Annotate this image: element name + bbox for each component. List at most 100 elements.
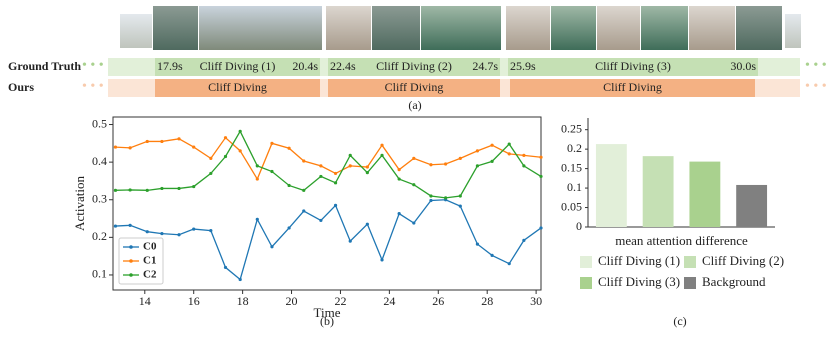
x-tick-label: 16 [188, 294, 200, 308]
caption: (c) [673, 314, 686, 328]
y-tick-label: 0.2 [92, 229, 107, 243]
point [475, 149, 480, 153]
dots: • • • [805, 58, 827, 73]
point [380, 143, 384, 147]
point [490, 143, 494, 147]
legend-marker [129, 245, 133, 249]
segment-label: Cliff Diving [208, 80, 267, 94]
x-tick-label: 28 [481, 294, 493, 308]
y-tick-label: 0.1 [92, 267, 107, 281]
point [380, 258, 384, 262]
row-label: Ours [8, 80, 34, 94]
segment-start: 22.4s [330, 59, 356, 73]
y-tick-label: 0.15 [561, 160, 582, 174]
point [128, 223, 132, 227]
point [429, 198, 433, 203]
point [113, 224, 118, 228]
legend-swatch [580, 277, 592, 289]
segment-label: Cliff Diving (1) [200, 59, 276, 73]
x-tick-label: 30 [530, 294, 542, 308]
point [458, 156, 462, 160]
point [348, 164, 352, 168]
y-tick-label: 0.05 [561, 199, 582, 213]
x-tick-label: 14 [139, 294, 151, 308]
legend-label: Cliff Diving (2) [702, 253, 784, 268]
point [238, 277, 242, 282]
point [177, 137, 181, 141]
legend-label: Cliff Diving (1) [598, 253, 680, 268]
segment-label: Cliff Diving [385, 80, 444, 94]
point [348, 153, 352, 157]
segment-start: 17.9s [157, 59, 183, 73]
point [238, 149, 242, 153]
y-tick-label: 0 [576, 219, 582, 233]
point [429, 163, 433, 167]
point [160, 186, 164, 191]
point [223, 154, 228, 159]
point [458, 194, 462, 198]
point [522, 238, 526, 242]
point [255, 217, 259, 221]
caption: (a) [408, 98, 421, 112]
x-tick-label: 18 [237, 294, 249, 308]
point [270, 169, 274, 174]
x-tick-label: 20 [286, 294, 298, 308]
legend-label: C0 [143, 241, 157, 253]
series-line [115, 136, 542, 181]
point [270, 245, 274, 249]
point [223, 265, 228, 270]
gt-segment [155, 58, 320, 76]
point [319, 174, 323, 179]
legend-box [118, 237, 164, 285]
point [444, 162, 448, 166]
point [113, 188, 118, 192]
point [302, 209, 306, 213]
point [397, 168, 401, 172]
x-tick-label: 26 [432, 294, 444, 308]
point [507, 262, 511, 266]
point [507, 152, 511, 156]
point [192, 184, 196, 189]
point [209, 156, 213, 160]
dots: • • • [805, 79, 827, 94]
legend-swatch [580, 256, 592, 268]
bar [642, 156, 674, 227]
point [302, 159, 306, 163]
point [192, 227, 196, 231]
gt-segment [328, 58, 500, 76]
x-tick-label: 24 [383, 294, 395, 308]
point [490, 159, 494, 163]
point [365, 222, 369, 226]
bar [595, 144, 627, 227]
point [145, 230, 149, 234]
dots: • • • [82, 79, 104, 94]
segment-end: 30.0s [730, 59, 756, 73]
legend-label: C2 [143, 269, 157, 281]
bar [689, 161, 721, 227]
point [333, 171, 338, 176]
point [412, 156, 416, 160]
point [412, 221, 416, 225]
point [380, 153, 384, 157]
legend-marker [129, 273, 133, 277]
point [302, 188, 306, 192]
point [412, 183, 416, 187]
point [128, 146, 132, 150]
x-axis-label: Time [314, 305, 341, 320]
point [255, 164, 259, 168]
point [333, 181, 338, 185]
point [444, 196, 448, 200]
gt-segment [508, 58, 758, 76]
point [287, 146, 291, 150]
point [270, 141, 274, 145]
point [319, 164, 323, 168]
point [113, 145, 118, 149]
point [522, 153, 526, 157]
point [507, 142, 511, 146]
bar [736, 184, 768, 227]
y-tick-label: 0.25 [561, 121, 582, 135]
x-tick-label: 22 [334, 294, 346, 308]
y-axis-label: Activation [72, 176, 87, 231]
point [397, 177, 401, 181]
